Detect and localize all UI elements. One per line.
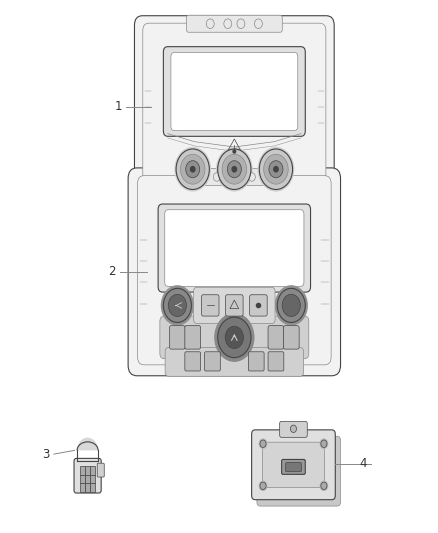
Circle shape xyxy=(214,313,254,362)
Circle shape xyxy=(222,155,247,184)
Bar xyxy=(85,466,90,475)
Circle shape xyxy=(218,149,251,189)
FancyBboxPatch shape xyxy=(283,326,299,349)
Circle shape xyxy=(274,166,278,172)
FancyBboxPatch shape xyxy=(226,295,243,316)
FancyBboxPatch shape xyxy=(160,316,309,359)
FancyBboxPatch shape xyxy=(248,352,264,371)
FancyBboxPatch shape xyxy=(143,23,326,184)
FancyBboxPatch shape xyxy=(163,47,305,136)
Circle shape xyxy=(232,166,237,172)
FancyBboxPatch shape xyxy=(74,458,101,493)
Circle shape xyxy=(277,288,305,322)
FancyBboxPatch shape xyxy=(165,348,304,376)
FancyBboxPatch shape xyxy=(138,176,331,365)
FancyBboxPatch shape xyxy=(225,174,244,185)
FancyBboxPatch shape xyxy=(262,442,325,487)
FancyBboxPatch shape xyxy=(201,295,219,316)
Circle shape xyxy=(258,147,294,191)
FancyBboxPatch shape xyxy=(170,326,185,349)
Circle shape xyxy=(320,481,328,491)
FancyBboxPatch shape xyxy=(188,168,280,185)
Circle shape xyxy=(168,294,187,317)
FancyBboxPatch shape xyxy=(257,436,341,506)
Circle shape xyxy=(227,160,241,178)
Circle shape xyxy=(275,285,308,326)
FancyBboxPatch shape xyxy=(194,287,275,324)
Circle shape xyxy=(260,440,266,448)
FancyBboxPatch shape xyxy=(279,421,307,437)
Circle shape xyxy=(264,155,288,184)
Text: 3: 3 xyxy=(42,448,49,461)
Text: 4: 4 xyxy=(360,457,367,470)
Circle shape xyxy=(259,149,293,189)
Circle shape xyxy=(235,173,242,181)
Circle shape xyxy=(163,288,191,322)
FancyBboxPatch shape xyxy=(171,52,298,131)
Bar xyxy=(90,466,95,475)
FancyBboxPatch shape xyxy=(205,352,220,371)
Circle shape xyxy=(282,294,300,317)
Circle shape xyxy=(218,317,251,358)
Circle shape xyxy=(176,149,209,189)
Circle shape xyxy=(237,19,245,29)
Circle shape xyxy=(321,440,327,448)
Circle shape xyxy=(248,173,255,181)
Circle shape xyxy=(258,438,267,449)
Bar xyxy=(85,475,90,483)
FancyBboxPatch shape xyxy=(97,463,104,477)
Bar xyxy=(85,483,90,492)
FancyBboxPatch shape xyxy=(268,352,284,371)
Circle shape xyxy=(224,19,232,29)
Circle shape xyxy=(213,173,220,181)
FancyBboxPatch shape xyxy=(165,210,304,286)
Circle shape xyxy=(321,482,327,489)
Circle shape xyxy=(260,482,266,489)
FancyBboxPatch shape xyxy=(185,352,201,371)
Circle shape xyxy=(186,160,200,178)
Bar xyxy=(80,483,85,492)
Circle shape xyxy=(180,155,205,184)
Circle shape xyxy=(320,438,328,449)
Circle shape xyxy=(191,166,195,172)
Circle shape xyxy=(226,173,233,181)
Circle shape xyxy=(161,285,194,326)
Bar xyxy=(80,466,85,475)
FancyBboxPatch shape xyxy=(251,430,336,500)
Text: 1: 1 xyxy=(114,100,122,113)
Circle shape xyxy=(206,19,214,29)
Circle shape xyxy=(269,160,283,178)
Text: 2: 2 xyxy=(108,265,116,278)
FancyBboxPatch shape xyxy=(158,204,311,292)
Wedge shape xyxy=(77,438,98,450)
Circle shape xyxy=(216,147,253,191)
FancyBboxPatch shape xyxy=(187,15,283,32)
Circle shape xyxy=(254,19,262,29)
Bar xyxy=(90,483,95,492)
FancyBboxPatch shape xyxy=(128,168,340,376)
FancyBboxPatch shape xyxy=(282,459,305,474)
FancyBboxPatch shape xyxy=(268,326,284,349)
Bar xyxy=(80,475,85,483)
Circle shape xyxy=(233,150,236,153)
Circle shape xyxy=(174,147,211,191)
Bar xyxy=(90,475,95,483)
FancyBboxPatch shape xyxy=(286,463,301,472)
Circle shape xyxy=(225,326,244,349)
Circle shape xyxy=(258,481,267,491)
FancyBboxPatch shape xyxy=(250,295,267,316)
FancyBboxPatch shape xyxy=(185,326,201,349)
Circle shape xyxy=(290,425,297,433)
FancyBboxPatch shape xyxy=(134,15,334,197)
